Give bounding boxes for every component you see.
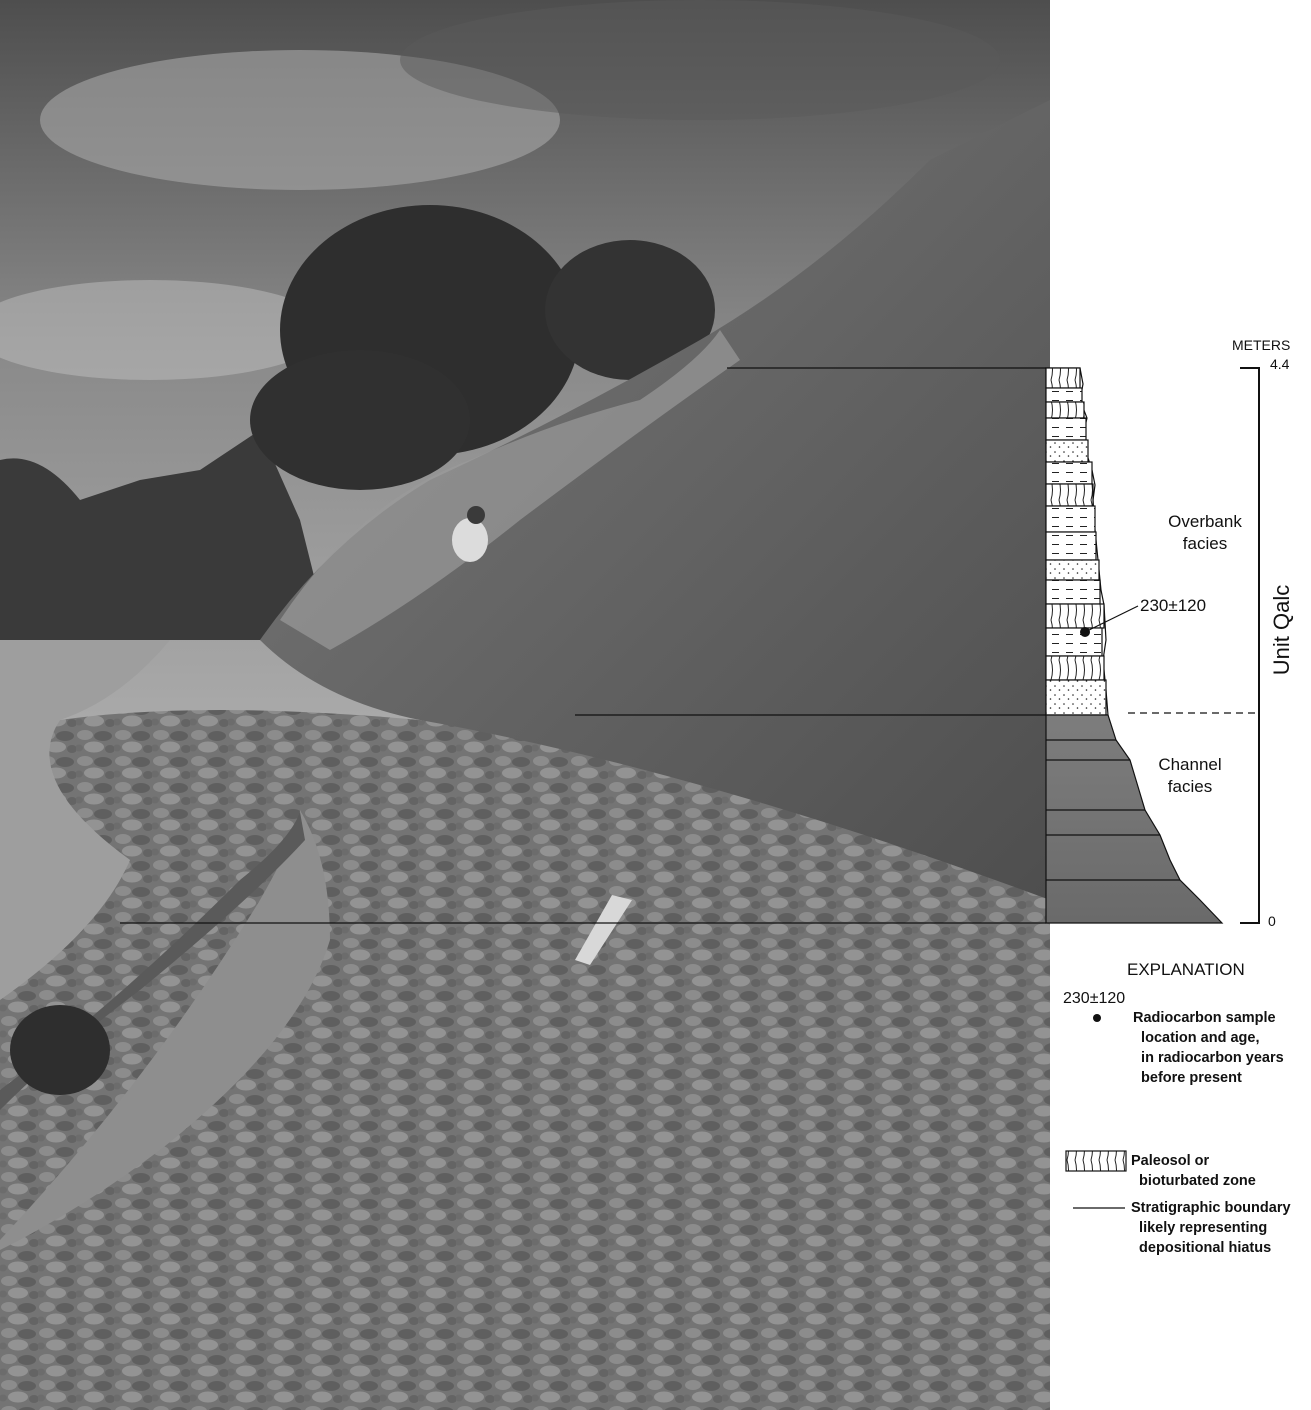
scale-bar	[1240, 367, 1260, 924]
river-water	[0, 640, 170, 1000]
unit-name-label: Unit Qalc	[1269, 584, 1294, 676]
backpack	[10, 1005, 110, 1095]
scale-units-label: METERS	[1232, 337, 1291, 353]
explanation-title: EXPLANATION	[1127, 960, 1245, 979]
explanation-paleosol-text: Paleosol or bioturbated zone	[1131, 1153, 1256, 1189]
explanation-boundary-text: Stratigraphic boundary likely representi…	[1131, 1200, 1291, 1256]
gravel-bar	[0, 710, 1050, 1410]
radiocarbon-dot-icon	[1093, 1014, 1101, 1022]
canoe	[0, 810, 330, 1250]
cut-bank	[260, 100, 1050, 900]
person	[452, 518, 488, 562]
distant-trees	[0, 430, 330, 640]
sample-age-label: 230±120	[1140, 596, 1207, 615]
scale-top-value: 4.4	[1270, 356, 1290, 372]
scale-board	[575, 895, 632, 965]
paleosol-swatch-icon	[1065, 1150, 1127, 1172]
explanation-radiocarbon-age: 230±120	[1063, 990, 1126, 1007]
stratigraphic-column	[1045, 367, 1224, 924]
scale-bottom-value: 0	[1268, 913, 1276, 929]
overbank-facies-label: Overbank facies	[1168, 512, 1242, 553]
channel-facies-label: Channel facies	[1158, 755, 1222, 796]
explanation-radiocarbon-text: Radiocarbon sample location and age, in …	[1133, 1010, 1284, 1086]
sample-leader-line	[1084, 605, 1139, 633]
field-photo	[0, 0, 1050, 1410]
